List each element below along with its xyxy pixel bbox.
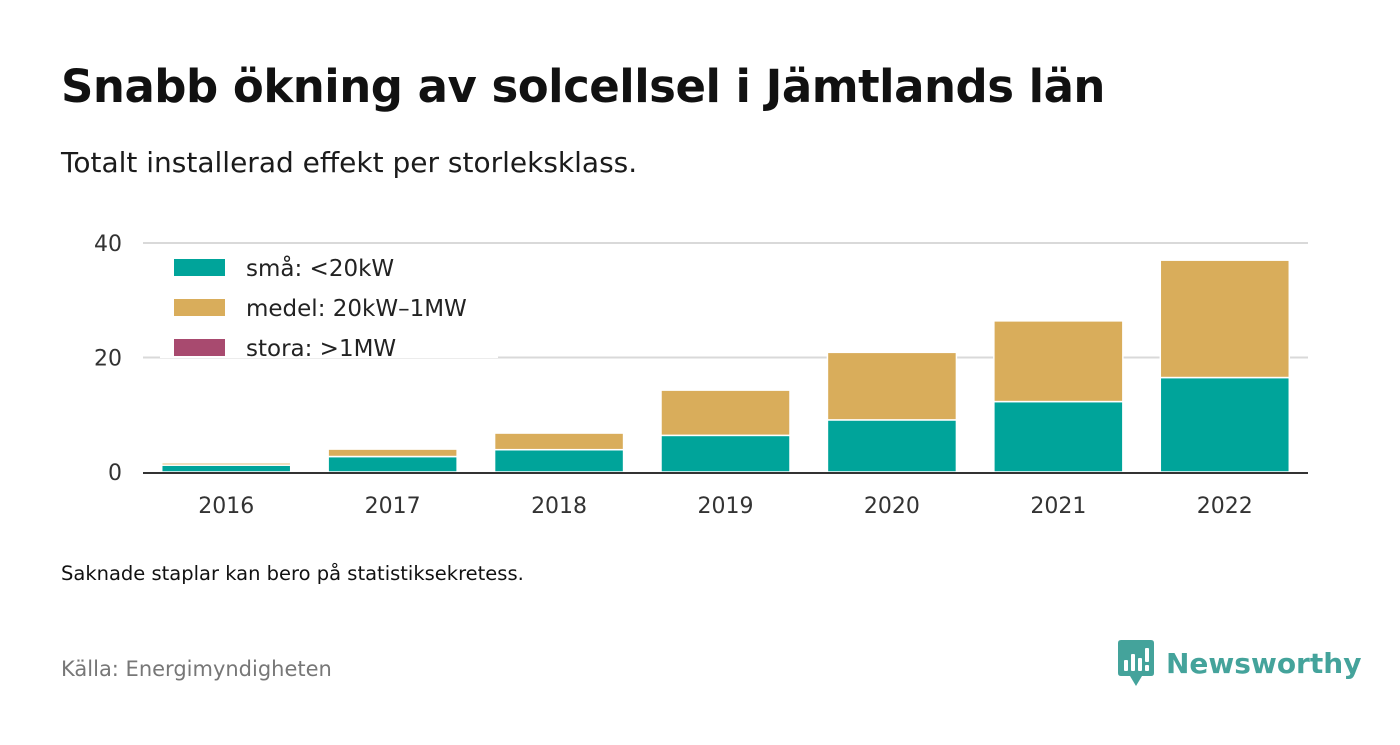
y-tick-label: 40	[94, 232, 122, 257]
x-tick-label: 2018	[531, 494, 587, 519]
x-tick-label: 2019	[698, 494, 754, 519]
legend: små: <20kW medel: 20kW–1MW stora: >1MW	[160, 245, 498, 362]
bar-segment	[327, 455, 458, 473]
x-tick-label: 2022	[1197, 494, 1253, 519]
y-tick-label: 0	[108, 461, 122, 486]
bar-segment	[160, 462, 292, 466]
bar-segment	[993, 400, 1124, 473]
bar-segment	[1159, 259, 1291, 379]
bar-segment	[993, 320, 1124, 403]
legend-label: medel: 20kW–1MW	[246, 296, 467, 322]
legend-label: små: <20kW	[246, 254, 394, 282]
x-tick-label: 2020	[864, 494, 920, 519]
legend-swatch	[174, 339, 225, 356]
bar-segment	[327, 448, 458, 458]
x-tick-label: 2017	[365, 494, 421, 519]
brand-name: Newsworthy	[1166, 647, 1362, 680]
x-tick-label: 2021	[1030, 494, 1086, 519]
legend-swatch	[174, 259, 225, 276]
newsworthy-brand: Newsworthy	[1118, 640, 1361, 688]
source-credit: Källa: Energimyndigheten	[61, 657, 332, 681]
x-tick-label: 2016	[198, 494, 254, 519]
legend-swatch	[174, 299, 225, 316]
bar-segment	[826, 419, 958, 473]
legend-label: stora: >1MW	[246, 336, 396, 362]
bars	[160, 259, 1291, 473]
bar-segment	[1159, 376, 1291, 473]
bar-segment	[660, 434, 791, 473]
y-tick-label: 20	[94, 347, 122, 372]
newsworthy-bar-chart-logo-icon	[1118, 640, 1154, 686]
bar-segment	[660, 389, 791, 437]
footnote: Saknade staplar kan bero på statistiksek…	[61, 562, 524, 585]
chart-title: Snabb ökning av solcellsel i Jämtlands l…	[61, 60, 1105, 113]
bar-segment	[826, 351, 958, 421]
bar-segment	[493, 432, 625, 451]
y-tick-labels: 0 20 40	[94, 232, 122, 486]
x-tick-labels: 2016 2017 2018 2019 2020 2021 2022	[198, 494, 1253, 519]
bar-segment	[160, 464, 292, 473]
bar-segment	[493, 448, 625, 473]
chart-subtitle: Totalt installerad effekt per storlekskl…	[61, 146, 638, 179]
